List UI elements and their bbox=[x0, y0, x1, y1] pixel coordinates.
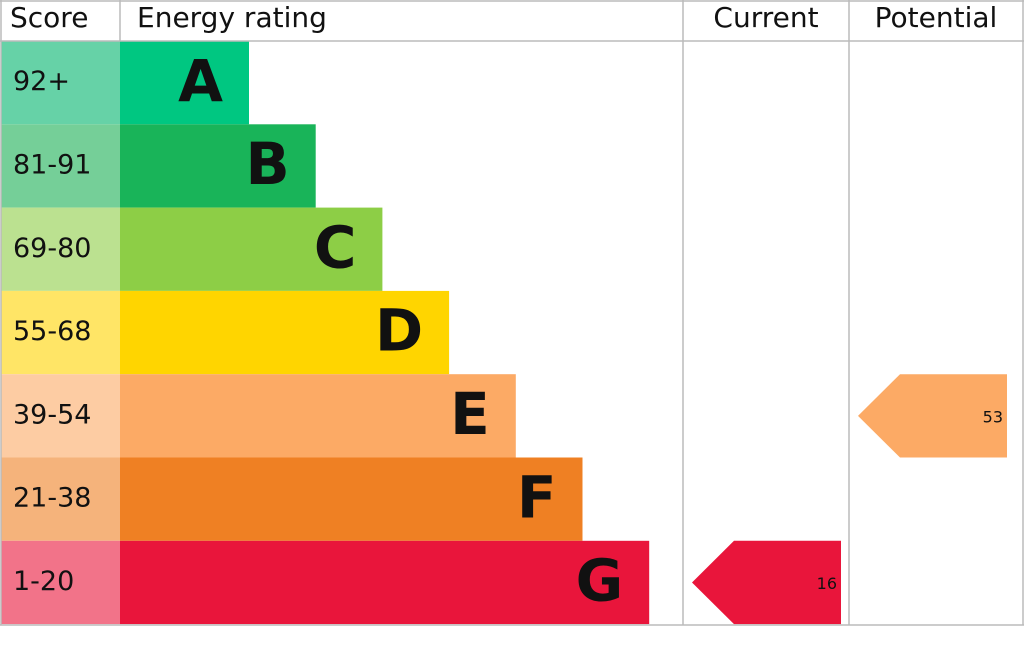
potential-arrow bbox=[858, 374, 1007, 458]
current-arrow bbox=[692, 540, 841, 625]
score-cell bbox=[1, 374, 120, 458]
rating-bar bbox=[120, 207, 383, 291]
score-cell bbox=[1, 540, 120, 625]
score-label: 1-20 bbox=[13, 566, 74, 597]
potential-value: 53 bbox=[983, 407, 1003, 426]
score-cell bbox=[1, 290, 120, 375]
header-potential: Potential bbox=[875, 1, 998, 34]
score-label: 81-91 bbox=[13, 149, 91, 180]
score-label: 69-80 bbox=[13, 233, 91, 264]
rating-bar bbox=[120, 374, 516, 458]
header-score: Score bbox=[10, 1, 88, 34]
rating-letter: A bbox=[178, 47, 223, 115]
rating-bar bbox=[120, 124, 316, 208]
header-current: Current bbox=[713, 1, 818, 34]
rating-letter: F bbox=[517, 463, 557, 531]
score-label: 39-54 bbox=[13, 399, 91, 430]
score-label: 55-68 bbox=[13, 316, 91, 347]
current-value: 16 bbox=[817, 574, 837, 593]
rating-letter: G bbox=[576, 547, 624, 615]
rating-letter: E bbox=[450, 380, 490, 448]
grid bbox=[0, 0, 1024, 626]
score-label: 92+ bbox=[13, 66, 70, 97]
score-cell bbox=[1, 457, 120, 541]
score-label: 21-38 bbox=[13, 483, 91, 514]
header-rating: Energy rating bbox=[137, 1, 327, 34]
rating-bar bbox=[120, 457, 583, 541]
rating-bar bbox=[120, 540, 650, 625]
score-cell bbox=[1, 41, 120, 125]
rating-letter: D bbox=[375, 297, 423, 365]
rating-bar bbox=[120, 41, 249, 125]
score-cell bbox=[1, 124, 120, 208]
rating-letter: B bbox=[245, 130, 289, 198]
score-cell bbox=[1, 207, 120, 291]
rating-letter: C bbox=[314, 213, 357, 281]
rating-bar bbox=[120, 290, 450, 375]
